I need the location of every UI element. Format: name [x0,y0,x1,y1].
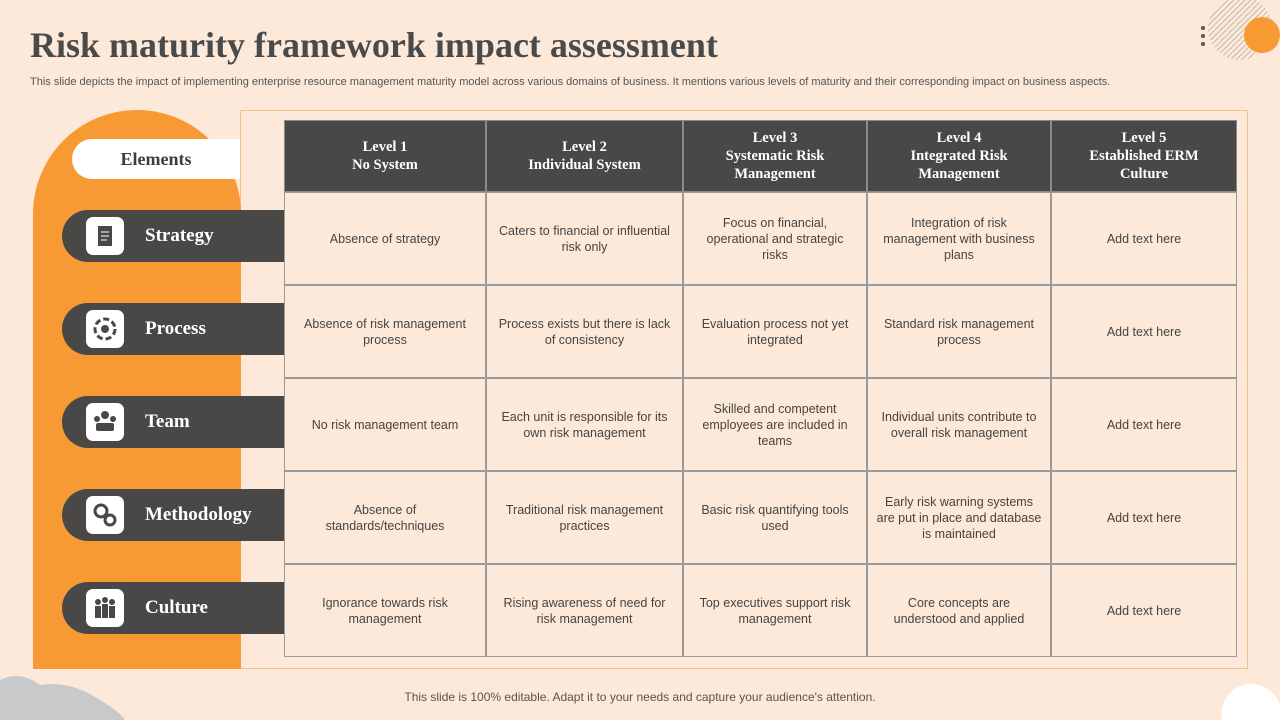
column-header: Level 1 No System [284,120,486,192]
table-cell: Rising awareness of need for risk manage… [486,564,683,657]
element-pill: Process [62,302,284,355]
table-cell: Absence of standards/techniques [284,471,486,564]
icon-graphic [95,596,115,618]
table-cell: Standard risk management process [867,285,1051,378]
element-label: Process [145,317,206,339]
element-label: Strategy [145,224,214,246]
icon-graphic [93,317,117,340]
table-cell: Process exists but there is lack of cons… [486,285,683,378]
table-cell: Each unit is responsible for its own ris… [486,378,683,471]
table-cell: No risk management team [284,378,486,471]
table-cell: Traditional risk management practices [486,471,683,564]
icon-graphic [94,410,116,431]
table-cell: Add text here [1051,378,1237,471]
table-cell: Absence of strategy [284,192,486,285]
column-header: Level 3 Systematic Risk Management [683,120,867,192]
table-cell: Caters to financial or influential risk … [486,192,683,285]
element-label: Team [145,410,190,432]
table-cell: Add text here [1051,471,1237,564]
icon-graphic [98,225,112,246]
column-header: Level 5 Established ERM Culture [1051,120,1237,192]
white-arc [1221,684,1280,720]
table-cell: Ignorance towards risk management [284,564,486,657]
icon-graphic [93,503,117,526]
element-icon [86,309,124,348]
subtitle: This slide depicts the impact of impleme… [30,76,1111,88]
table-cell: Absence of risk management process [284,285,486,378]
table-cell: Focus on financial, operational and stra… [683,192,867,285]
element-pill: Strategy [62,209,284,262]
table-cell: Individual units contribute to overall r… [867,378,1051,471]
table-cell: Evaluation process not yet integrated [683,285,867,378]
table-cell: Skilled and competent employees are incl… [683,378,867,471]
gray-blob [0,676,125,720]
element-pill: Culture [62,581,284,634]
element-pill: Team [62,395,284,448]
table-cell: Integration of risk management with busi… [867,192,1051,285]
table-cell: Add text here [1051,285,1237,378]
title: Risk maturity framework impact assessmen… [30,25,718,65]
element-icon [86,495,124,534]
element-icon [86,588,124,627]
table-cell: Top executives support risk management [683,564,867,657]
element-label: Methodology [145,503,252,525]
table-cell: Add text here [1051,192,1237,285]
table-cell: Core concepts are understood and applied [867,564,1051,657]
element-icon [86,216,124,255]
element-pill: Methodology [62,488,284,541]
element-icon [86,402,124,441]
column-header: Level 2 Individual System [486,120,683,192]
table-cell: Early risk warning systems are put in pl… [867,471,1051,564]
footer: This slide is 100% editable. Adapt it to… [404,690,876,704]
column-header: Level 4 Integrated Risk Management [867,120,1051,192]
elements-label: Elements [72,139,240,179]
elements-panel [33,110,241,669]
element-label: Culture [145,596,208,618]
table-cell: Basic risk quantifying tools used [683,471,867,564]
table-cell: Add text here [1051,564,1237,657]
orange-circle [1244,17,1280,53]
